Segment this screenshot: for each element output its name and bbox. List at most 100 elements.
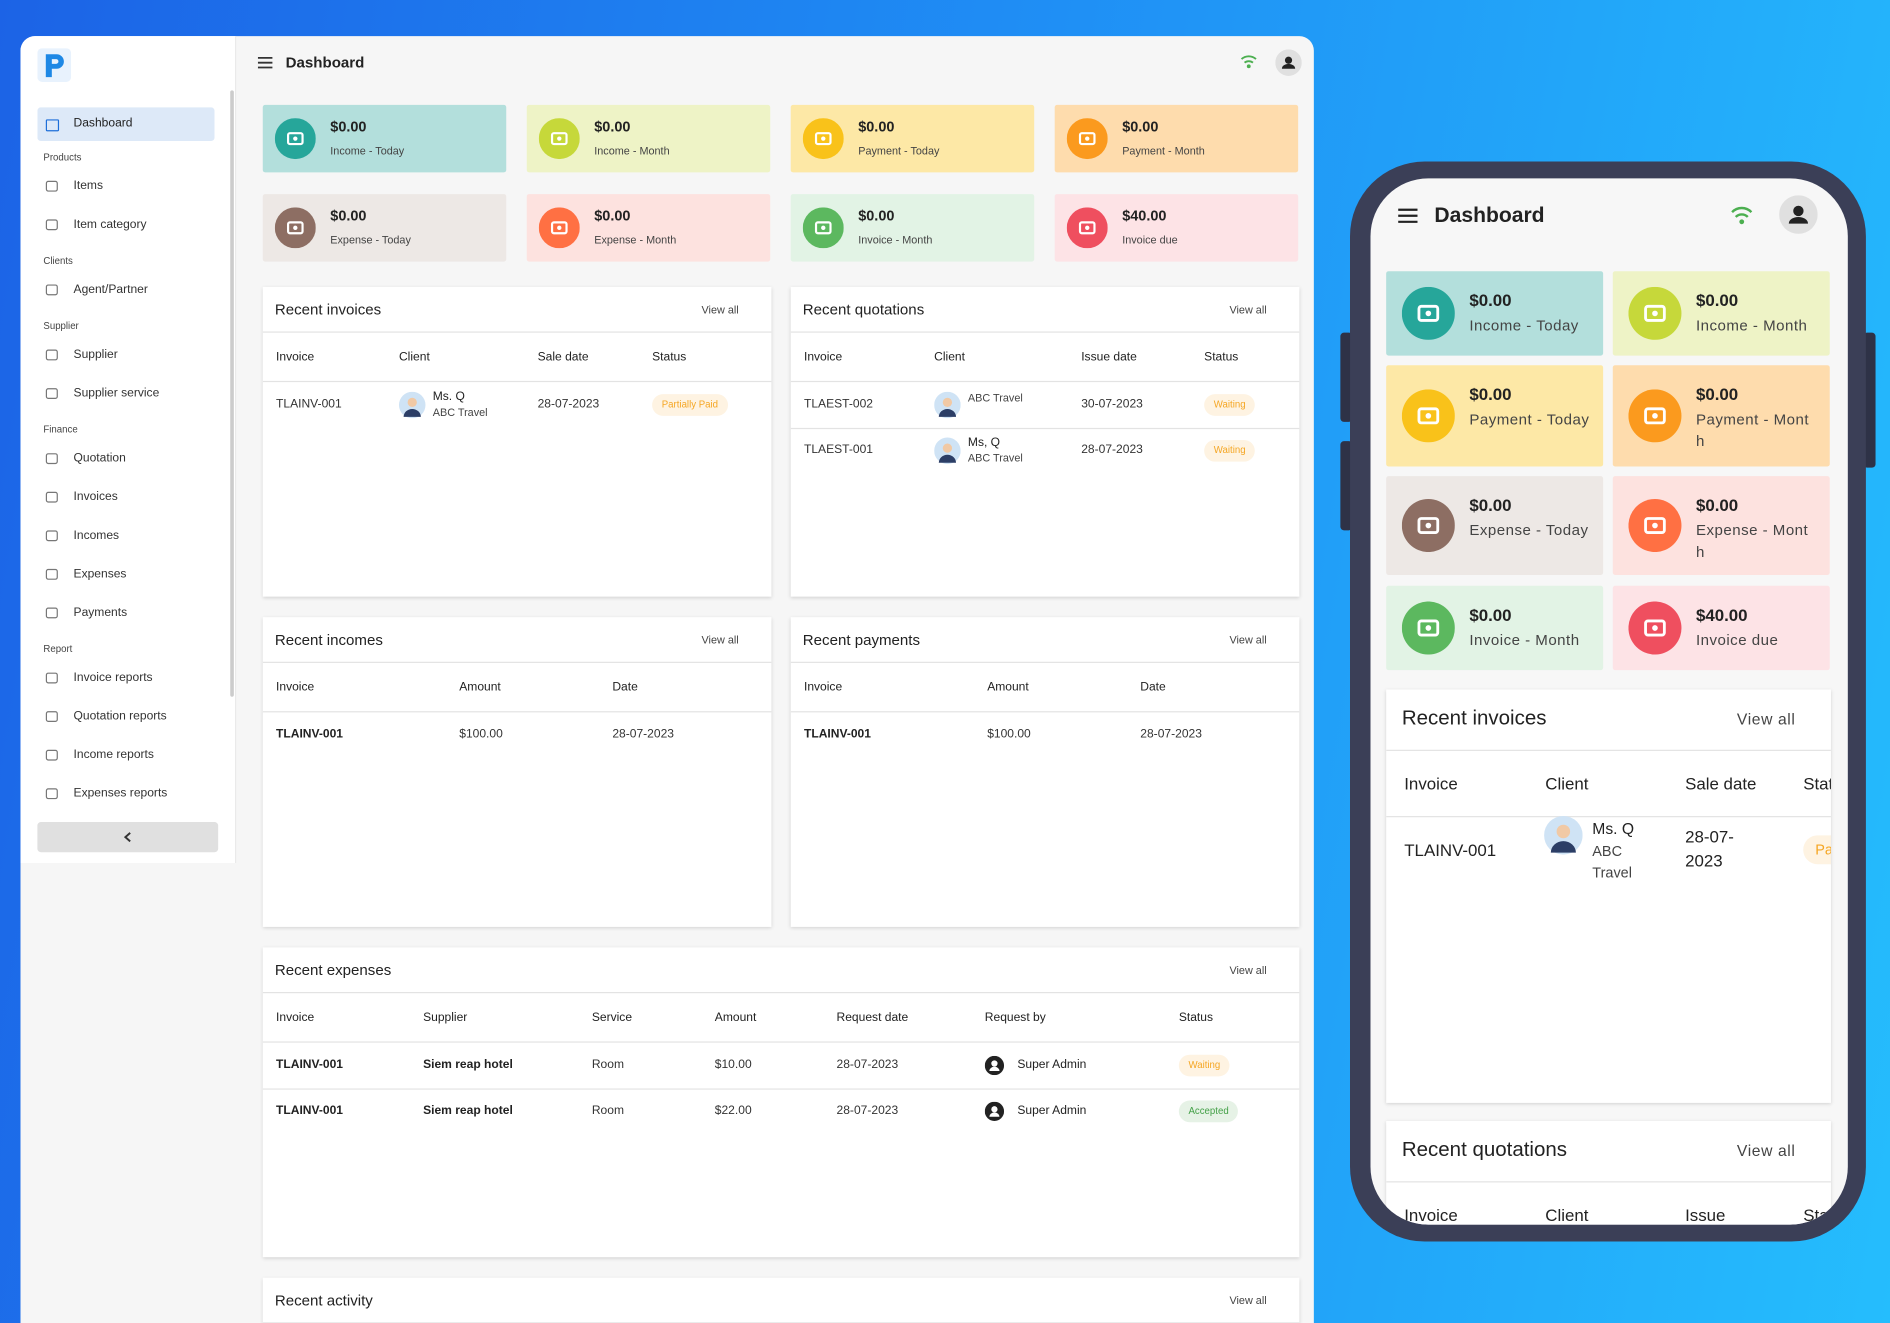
column-header: Client [1545, 1205, 1589, 1225]
nav-item[interactable]: Agent/Partner [37, 271, 214, 310]
table-cell: TLAINV-001 [803, 728, 871, 742]
column-header: Supplier [423, 1011, 468, 1025]
card-amount: $0.00 [1469, 290, 1512, 310]
table-cell: 28-07-2023 [537, 397, 600, 412]
view-all-link[interactable]: View all [1736, 709, 1796, 729]
nav-item[interactable]: Quotation reports [37, 698, 214, 737]
stat-card: $0.00 Income - Month [1612, 271, 1830, 356]
table-cell: Room [591, 1104, 624, 1118]
divider [790, 427, 1300, 430]
column-header: Request by [984, 1011, 1046, 1025]
column-header: Status [1803, 1205, 1831, 1225]
card-amount: $0.00 [1695, 384, 1739, 404]
panel-title: Recent quotations [1401, 1137, 1568, 1161]
divider [262, 1088, 1300, 1090]
view-all-link[interactable]: View all [1229, 634, 1267, 647]
column-header: Invoice [803, 350, 843, 365]
collapse-button[interactable] [37, 822, 219, 853]
table-cell: TLAEST-002 [803, 397, 874, 412]
card-amount: $0.00 [1695, 290, 1739, 310]
panel: Recent payments View all Invoice Amount Date… [790, 617, 1300, 927]
column-header: Issue date [1685, 1205, 1726, 1225]
nav-icon [45, 530, 58, 542]
view-all-link[interactable]: View all [1229, 1294, 1267, 1307]
card-icon [1628, 601, 1682, 655]
nav-item-active[interactable]: Dashboard [37, 107, 215, 142]
scrollbar [230, 90, 234, 697]
view-all-link[interactable]: View all [1229, 964, 1267, 977]
divider [262, 661, 772, 663]
card-amount: $0.00 [330, 207, 367, 225]
card-label: Payment - Month [1122, 144, 1205, 157]
card-label: Expense - Month [1695, 521, 1809, 561]
card-label: Invoice due [1695, 631, 1779, 649]
divider [1386, 749, 1831, 751]
nav-item[interactable]: Expenses reports [37, 775, 214, 814]
panel-title: Recent incomes [274, 631, 383, 649]
nav-item[interactable]: Income reports [37, 736, 214, 775]
panel: Recent quotations View all Invoice Client Is… [790, 286, 1300, 597]
menu-icon[interactable] [257, 55, 274, 69]
nav-item[interactable]: Items [37, 168, 214, 207]
panel-title: Recent invoices [1401, 706, 1547, 730]
column-header: Status [652, 350, 687, 365]
table-cell: TLAEST-001 [803, 443, 874, 457]
nav-icon [45, 284, 58, 296]
column-header: Issue date [1081, 350, 1137, 365]
nav-item[interactable]: Item category [37, 206, 214, 245]
user-avatar[interactable] [1275, 49, 1302, 76]
nav-icon [45, 568, 58, 580]
card-label: Income - Month [594, 144, 670, 157]
nav-item[interactable]: Supplier service [37, 375, 214, 414]
nav-icon [45, 453, 58, 465]
divider [790, 661, 1300, 663]
card-icon [538, 118, 580, 160]
nav-icon [45, 219, 58, 231]
table-cell: TLAINV-001 [1404, 840, 1497, 860]
phone-button [1863, 332, 1876, 468]
view-all-link[interactable]: View all [1736, 1141, 1796, 1160]
panel-title: Recent quotations [802, 301, 925, 319]
table-cell: 28-07-2023 [612, 728, 674, 742]
table-cell: TLAINV-001 [276, 1058, 344, 1072]
nav-item[interactable]: Payments [37, 594, 214, 633]
nav-item[interactable]: Supplier [37, 336, 214, 375]
card-amount: $0.00 [1469, 495, 1512, 515]
panel-title: Recent activity [274, 1292, 373, 1310]
card-amount: $0.00 [330, 118, 367, 136]
column-header: Invoice [1404, 773, 1458, 794]
stat-card: $0.00 Payment - Today [790, 104, 1035, 173]
table-cell: TLAINV-001 [276, 1104, 344, 1118]
column-header: Sale date [1685, 773, 1757, 794]
column-header: Status [1803, 773, 1831, 794]
card-label: Invoice - Month [858, 233, 933, 246]
column-header: Invoice [1404, 1205, 1458, 1225]
column-header: Client [934, 350, 965, 365]
view-all-link[interactable]: View all [701, 634, 739, 647]
table-cell: 28-07-2023 [1140, 728, 1202, 742]
nav-item[interactable]: Expenses [37, 556, 214, 595]
nav-item[interactable]: Quotation [37, 440, 214, 479]
card-icon [1066, 118, 1108, 160]
column-header: Client [398, 350, 430, 365]
divider [1386, 816, 1831, 818]
nav-item[interactable]: Invoice reports [37, 659, 214, 698]
card-amount: $0.00 [1469, 384, 1512, 404]
table-cell: 28-07-2023 [836, 1104, 899, 1118]
divider [262, 1041, 1300, 1043]
nav-item[interactable]: Invoices [37, 479, 214, 518]
nav-section: Finance [43, 424, 78, 436]
client-company: ABC Travel [1592, 842, 1632, 882]
view-all-link[interactable]: View all [1229, 303, 1267, 316]
card-icon [1628, 499, 1682, 553]
card-amount: $0.00 [1122, 118, 1159, 136]
view-all-link[interactable]: View all [701, 303, 739, 316]
nav-item[interactable]: Incomes [37, 517, 214, 556]
card-amount: $0.00 [594, 118, 631, 136]
table-cell: Siem reap hotel [423, 1104, 513, 1118]
column-header: Invoice [276, 681, 315, 695]
divider [790, 331, 1300, 333]
divider [790, 380, 1300, 383]
card-amount: $0.00 [858, 118, 895, 136]
